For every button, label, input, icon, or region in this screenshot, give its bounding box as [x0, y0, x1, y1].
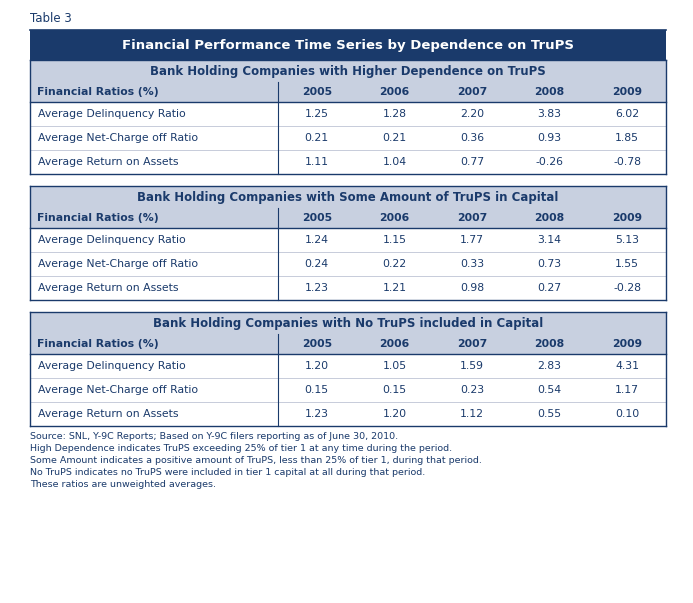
- Text: 1.59: 1.59: [460, 361, 484, 371]
- Text: 1.12: 1.12: [460, 409, 484, 419]
- Text: 0.36: 0.36: [460, 133, 484, 143]
- Text: 1.55: 1.55: [615, 259, 639, 269]
- Text: 0.21: 0.21: [383, 133, 407, 143]
- Text: High Dependence indicates TruPS exceeding 25% of tier 1 at any time during the p: High Dependence indicates TruPS exceedin…: [30, 444, 452, 453]
- Text: 2009: 2009: [612, 213, 642, 223]
- Text: 1.20: 1.20: [305, 361, 329, 371]
- Bar: [30, 354, 666, 378]
- Text: 0.27: 0.27: [538, 283, 561, 293]
- Text: Average Return on Assets: Average Return on Assets: [38, 409, 179, 419]
- Text: Average Net-Charge off Ratio: Average Net-Charge off Ratio: [38, 385, 198, 395]
- Text: Average Net-Charge off Ratio: Average Net-Charge off Ratio: [38, 133, 198, 143]
- Text: -0.78: -0.78: [613, 157, 641, 167]
- Text: Table 3: Table 3: [30, 12, 72, 25]
- Text: Average Return on Assets: Average Return on Assets: [38, 157, 179, 167]
- Text: No TruPS indicates no TruPS were included in tier 1 capital at all during that p: No TruPS indicates no TruPS were include…: [30, 468, 426, 477]
- Text: Bank Holding Companies with Higher Dependence on TruPS: Bank Holding Companies with Higher Depen…: [150, 65, 546, 78]
- Text: 1.28: 1.28: [383, 109, 406, 119]
- Text: 1.25: 1.25: [305, 109, 328, 119]
- Text: 0.15: 0.15: [383, 385, 407, 395]
- Text: Some Amount indicates a positive amount of TruPS, less than 25% of tier 1, durin: Some Amount indicates a positive amount …: [30, 456, 482, 465]
- Text: Average Return on Assets: Average Return on Assets: [38, 283, 179, 293]
- Text: 2006: 2006: [379, 213, 410, 223]
- Text: 1.23: 1.23: [305, 409, 328, 419]
- Text: 0.73: 0.73: [538, 259, 561, 269]
- Text: 1.15: 1.15: [383, 235, 406, 245]
- Text: Financial Ratios (%): Financial Ratios (%): [37, 339, 159, 349]
- Bar: [30, 228, 666, 252]
- Text: 2009: 2009: [612, 339, 642, 349]
- Text: 2007: 2007: [457, 213, 487, 223]
- Bar: [30, 126, 666, 150]
- Text: 2008: 2008: [534, 213, 565, 223]
- Bar: [30, 150, 666, 174]
- Text: 0.23: 0.23: [460, 385, 484, 395]
- Text: 4.31: 4.31: [615, 361, 639, 371]
- Text: 1.11: 1.11: [305, 157, 328, 167]
- Bar: [30, 186, 666, 208]
- Text: 0.33: 0.33: [460, 259, 484, 269]
- Text: These ratios are unweighted averages.: These ratios are unweighted averages.: [30, 480, 216, 489]
- Text: 0.10: 0.10: [615, 409, 640, 419]
- Text: 1.21: 1.21: [383, 283, 406, 293]
- Text: 3.14: 3.14: [538, 235, 561, 245]
- Text: 1.23: 1.23: [305, 283, 328, 293]
- Text: 0.24: 0.24: [305, 259, 329, 269]
- Bar: [30, 378, 666, 402]
- Text: Bank Holding Companies with No TruPS included in Capital: Bank Holding Companies with No TruPS inc…: [153, 317, 543, 329]
- Bar: [30, 252, 666, 276]
- Text: 1.17: 1.17: [615, 385, 639, 395]
- Text: 3.83: 3.83: [538, 109, 561, 119]
- Text: Source: SNL, Y-9C Reports; Based on Y-9C filers reporting as of June 30, 2010.: Source: SNL, Y-9C Reports; Based on Y-9C…: [30, 432, 398, 441]
- Text: Average Delinquency Ratio: Average Delinquency Ratio: [38, 109, 186, 119]
- Text: 1.04: 1.04: [383, 157, 407, 167]
- Text: 1.85: 1.85: [615, 133, 639, 143]
- Bar: [30, 312, 666, 334]
- Text: 0.54: 0.54: [538, 385, 561, 395]
- Text: 2005: 2005: [301, 213, 332, 223]
- Bar: [30, 276, 666, 300]
- Bar: [30, 30, 666, 60]
- Text: 2006: 2006: [379, 87, 410, 97]
- Bar: [30, 334, 666, 354]
- Text: Average Delinquency Ratio: Average Delinquency Ratio: [38, 361, 186, 371]
- Text: 0.55: 0.55: [538, 409, 561, 419]
- Text: Average Delinquency Ratio: Average Delinquency Ratio: [38, 235, 186, 245]
- Text: Financial Performance Time Series by Dependence on TruPS: Financial Performance Time Series by Dep…: [122, 39, 574, 51]
- Text: 0.22: 0.22: [383, 259, 407, 269]
- Text: 6.02: 6.02: [615, 109, 639, 119]
- Bar: [30, 82, 666, 102]
- Text: 2006: 2006: [379, 339, 410, 349]
- Text: 2005: 2005: [301, 87, 332, 97]
- Text: 2009: 2009: [612, 87, 642, 97]
- Text: 1.05: 1.05: [383, 361, 407, 371]
- Text: 2.83: 2.83: [538, 361, 561, 371]
- Text: 2008: 2008: [534, 339, 565, 349]
- Text: 1.24: 1.24: [305, 235, 328, 245]
- Bar: [30, 102, 666, 126]
- Text: -0.26: -0.26: [536, 157, 563, 167]
- Text: 2007: 2007: [457, 87, 487, 97]
- Bar: [30, 208, 666, 228]
- Text: 0.77: 0.77: [460, 157, 484, 167]
- Text: 2005: 2005: [301, 339, 332, 349]
- Text: 2008: 2008: [534, 87, 565, 97]
- Bar: [30, 402, 666, 426]
- Bar: [30, 60, 666, 82]
- Text: Financial Ratios (%): Financial Ratios (%): [37, 213, 159, 223]
- Text: Financial Ratios (%): Financial Ratios (%): [37, 87, 159, 97]
- Text: 2007: 2007: [457, 339, 487, 349]
- Text: -0.28: -0.28: [613, 283, 641, 293]
- Text: Bank Holding Companies with Some Amount of TruPS in Capital: Bank Holding Companies with Some Amount …: [137, 191, 559, 203]
- Text: 1.20: 1.20: [383, 409, 407, 419]
- Text: 5.13: 5.13: [615, 235, 639, 245]
- Text: 2.20: 2.20: [460, 109, 484, 119]
- Text: 1.77: 1.77: [460, 235, 484, 245]
- Text: 0.98: 0.98: [460, 283, 484, 293]
- Text: 0.93: 0.93: [538, 133, 561, 143]
- Text: 0.15: 0.15: [305, 385, 329, 395]
- Text: Average Net-Charge off Ratio: Average Net-Charge off Ratio: [38, 259, 198, 269]
- Text: 0.21: 0.21: [305, 133, 329, 143]
